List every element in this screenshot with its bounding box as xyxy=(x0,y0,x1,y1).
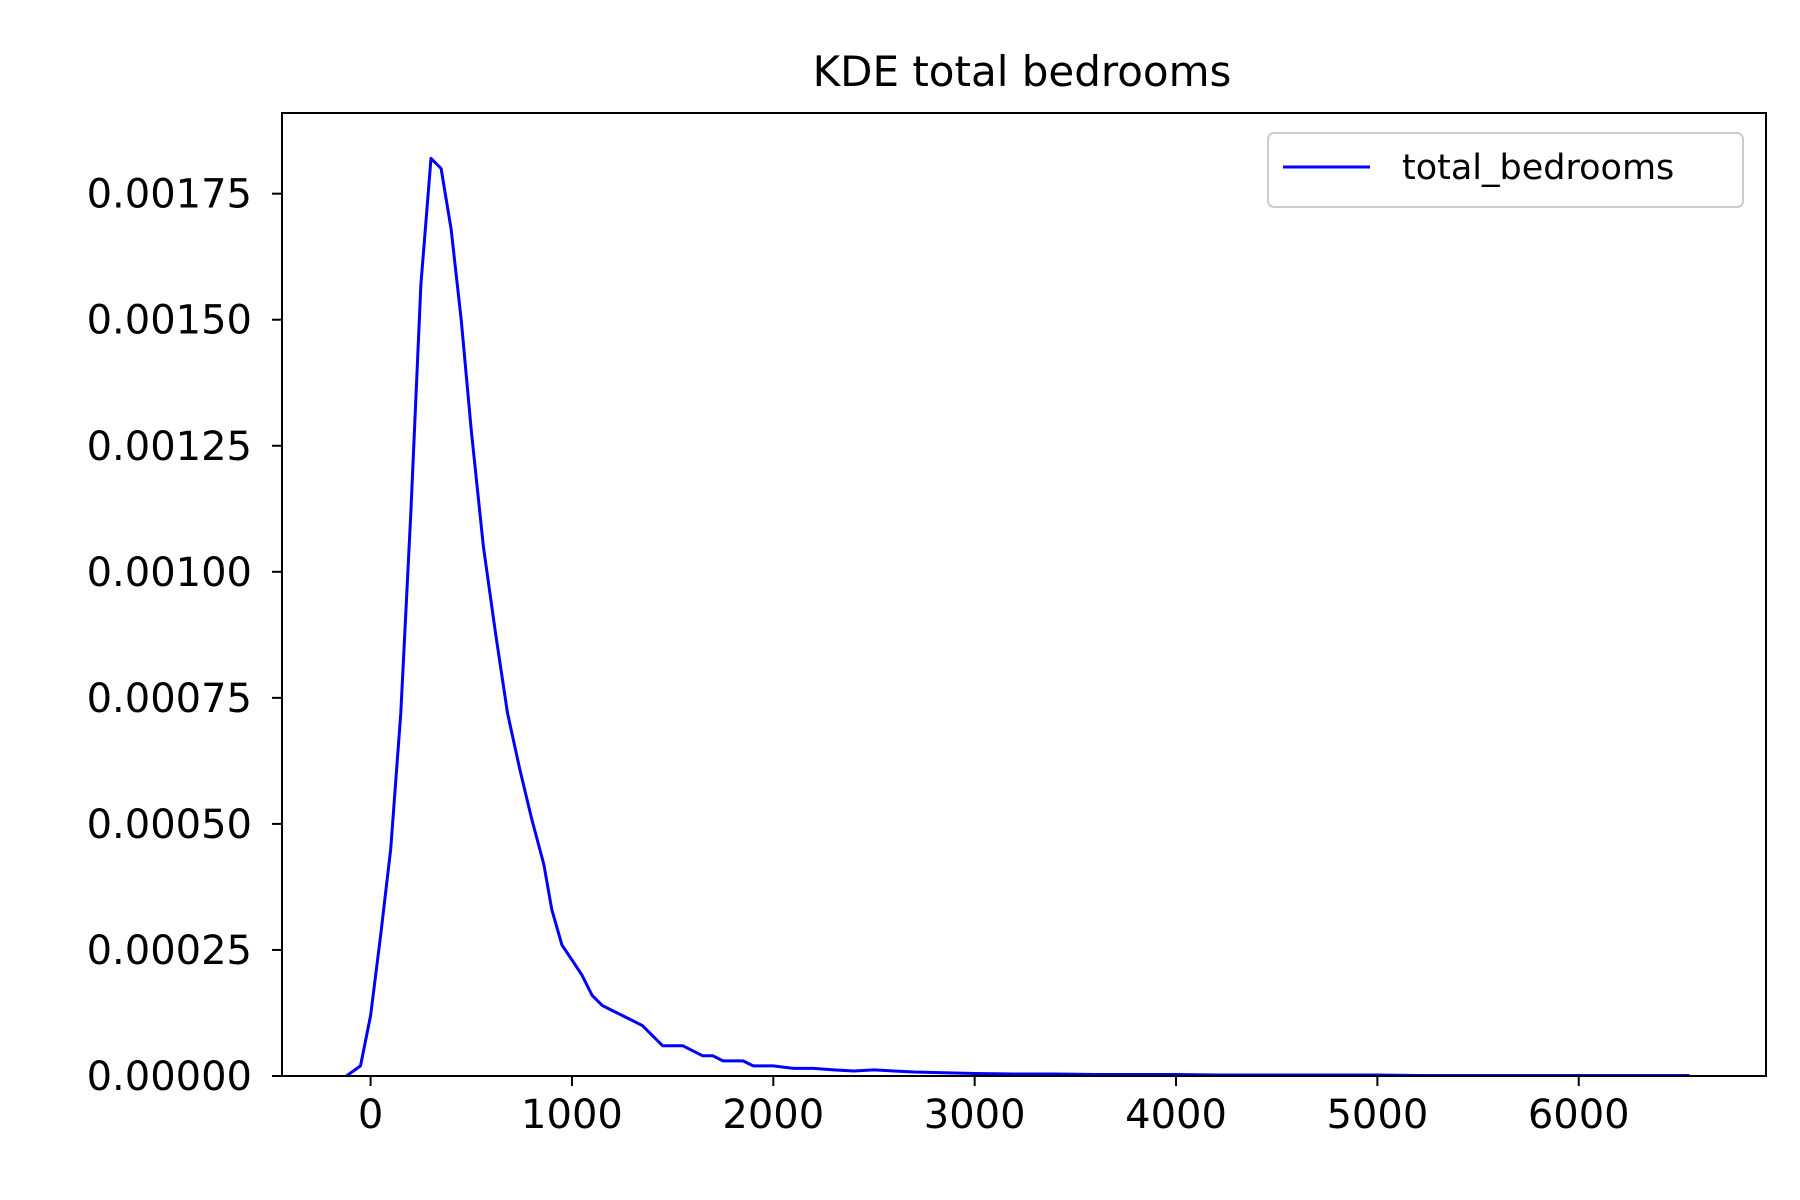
y-tick-label: 0.00050 xyxy=(87,802,252,848)
y-axis: 0.00000 0.00025 0.00050 0.00075 0.00100 0.001… xyxy=(87,172,282,1100)
legend-label-total-bedrooms: total_bedrooms xyxy=(1402,148,1674,188)
y-tick-label: 0.00150 xyxy=(87,298,252,344)
x-axis: 0 1000 2000 3000 4000 5000 6000 xyxy=(358,1076,1630,1138)
axes-frame xyxy=(281,112,1767,1077)
y-tick-label: 0.00100 xyxy=(87,550,252,596)
x-tick-label: 5000 xyxy=(1326,1092,1428,1138)
y-tick-label: 0.00125 xyxy=(87,424,252,470)
y-tick-label: 0.00025 xyxy=(87,928,252,974)
chart-title: KDE total bedrooms xyxy=(813,47,1232,96)
x-tick-label: 2000 xyxy=(722,1092,824,1138)
x-tick-label: 4000 xyxy=(1125,1092,1227,1138)
y-tick-label: 0.00175 xyxy=(87,172,252,218)
plot-area: 0 1000 2000 3000 4000 5000 6000 0.00000 0.00025… xyxy=(87,112,1767,1138)
legend: total_bedrooms xyxy=(1267,132,1744,208)
y-tick-label: 0.00075 xyxy=(87,676,252,722)
x-tick-label: 1000 xyxy=(521,1092,623,1138)
axes-background xyxy=(282,113,1766,1076)
x-tick-label: 3000 xyxy=(924,1092,1026,1138)
x-tick-label: 0 xyxy=(358,1092,383,1138)
legend-box xyxy=(1267,132,1744,208)
x-tick-label: 6000 xyxy=(1528,1092,1630,1138)
y-tick-label: 0.00000 xyxy=(87,1054,252,1100)
